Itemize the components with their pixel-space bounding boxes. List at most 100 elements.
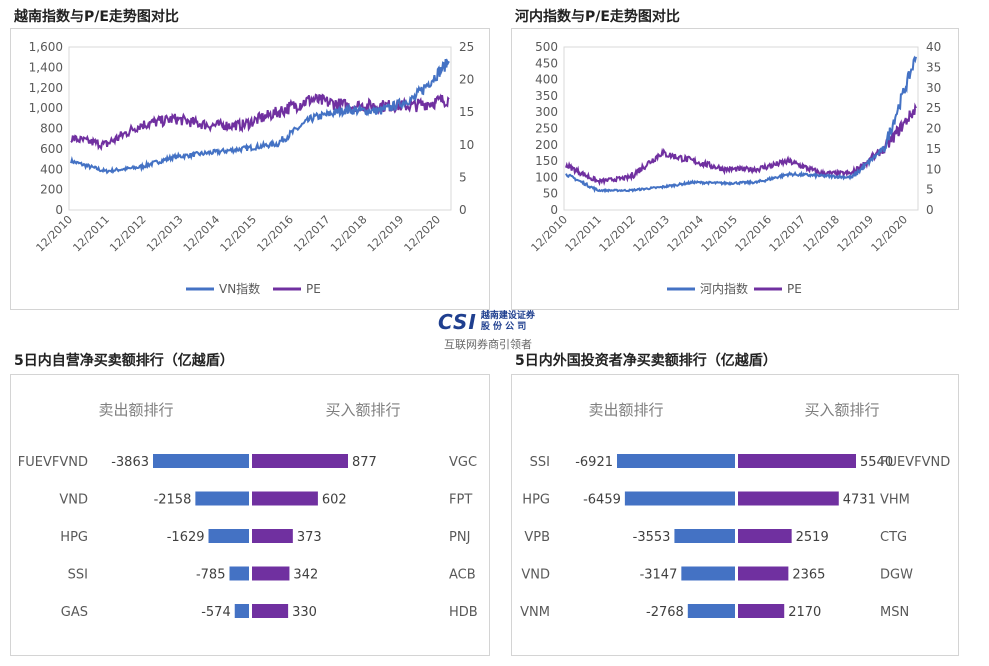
y-left-tick-label: 100 — [535, 170, 558, 184]
x-tick-label: 12/2011 — [563, 213, 605, 255]
y-right-tick-label: 35 — [926, 60, 941, 74]
sell-header: 卖出额排行 — [98, 401, 173, 419]
x-tick-label: 12/2012 — [597, 213, 639, 255]
sell-bar — [681, 566, 735, 581]
x-tick-label: 12/2014 — [181, 213, 223, 255]
x-tick-label: 12/2020 — [869, 213, 911, 255]
sell-value-label: -1629 — [167, 530, 205, 545]
sell-bar — [208, 529, 249, 543]
x-tick-label: 12/2020 — [402, 213, 444, 255]
y-right-tick-label: 0 — [926, 203, 934, 217]
y-right-tick-label: 0 — [459, 203, 467, 217]
buy-bar — [252, 529, 293, 543]
x-tick-label: 12/2016 — [733, 213, 775, 255]
buy-header: 买入额排行 — [804, 401, 879, 419]
sell-ticker-label: HPG — [60, 530, 88, 545]
buy-bar — [738, 491, 839, 506]
sell-value-label: -3863 — [111, 455, 149, 470]
sell-ticker-label: FUEVFVND — [18, 455, 88, 470]
x-tick-label: 12/2012 — [107, 213, 149, 255]
sell-bar — [234, 604, 249, 618]
buy-ticker-label: FPT — [449, 493, 472, 508]
y-left-tick-label: 1,200 — [29, 81, 63, 95]
x-tick-label: 12/2018 — [328, 213, 370, 255]
vn-index-pe-chart: 1,600 1,400 1,200 1,000 800 600 400 200 0 25 20 15 1… — [29, 40, 475, 296]
x-tick-label: 12/2018 — [801, 213, 843, 255]
plot-area — [563, 46, 919, 211]
buy-bar — [252, 454, 348, 468]
buy-value-label: 2170 — [788, 605, 821, 620]
x-tick-label: 12/2017 — [291, 213, 333, 255]
prop-trade-title: 5日内自营净买卖额排行（亿越盾） — [14, 353, 234, 369]
x-tick-label: 12/2010 — [529, 213, 571, 255]
y-left-tick-label: 400 — [40, 162, 63, 176]
sell-bar — [617, 454, 735, 468]
buy-value-label: 602 — [322, 493, 347, 508]
vn-chart-panel: 1,600 1,400 1,200 1,000 800 600 400 200 0 25 20 15 1… — [10, 28, 490, 310]
y-left-tick-label: 0 — [55, 203, 63, 217]
index-series-line — [565, 55, 917, 194]
x-tick-label: 12/2013 — [631, 213, 673, 255]
y-left-tick-label: 250 — [535, 122, 558, 136]
y-right-tick-label: 10 — [926, 162, 941, 176]
y-left-tick-label: 150 — [535, 154, 558, 168]
sell-value-label: -2158 — [154, 493, 192, 508]
sell-bar — [195, 491, 249, 506]
buy-value-label: 5540 — [860, 455, 893, 470]
y-left-tick-label: 200 — [40, 183, 63, 197]
sell-value-label: -3147 — [640, 568, 678, 583]
y-left-tick-label: 0 — [550, 203, 558, 217]
y-left-tick-label: 500 — [535, 40, 558, 54]
y-left-tick-label: 200 — [535, 138, 558, 152]
x-tick-label: 12/2016 — [254, 213, 296, 255]
sell-bar — [687, 604, 735, 618]
y-left-tick-label: 1,600 — [29, 40, 63, 54]
buy-ticker-label: FUEVFVND — [880, 455, 950, 470]
sell-value-label: -6921 — [575, 455, 613, 470]
y-right-tick-label: 30 — [926, 81, 941, 95]
y-right-tick-label: 20 — [926, 122, 941, 136]
y-right-tick-label: 40 — [926, 40, 941, 54]
buy-bar — [252, 604, 289, 618]
sell-value-label: -6459 — [583, 493, 621, 508]
hn-chart-panel: 500 450 400 350 300 250 200 150 100 50 0 40 35 30 25 20… — [511, 28, 959, 310]
sell-value-label: -2768 — [646, 605, 684, 620]
sell-ticker-label: SSI — [530, 455, 550, 470]
x-tick-label: 12/2015 — [699, 213, 741, 255]
sell-bar — [624, 491, 735, 506]
prop-trade-panel: 卖出额排行 买入额排行 -3863 877 FUEVFVND VGC -2158 602 VND… — [10, 374, 490, 656]
x-tick-label: 12/2013 — [144, 213, 186, 255]
buy-value-label: 4731 — [843, 493, 876, 508]
y-right-tick-label: 25 — [926, 101, 941, 115]
y-right-tick-label: 20 — [459, 73, 474, 87]
y-right-tick-label: 25 — [459, 40, 474, 54]
x-tick-label: 12/2014 — [665, 213, 707, 255]
x-tick-label: 12/2015 — [218, 213, 260, 255]
y-left-tick-label: 400 — [535, 73, 558, 87]
buy-bar — [738, 604, 785, 618]
x-tick-label: 12/2010 — [34, 213, 76, 255]
y-left-tick-label: 600 — [40, 142, 63, 156]
y-left-tick-label: 450 — [535, 56, 558, 70]
sell-ticker-label: GAS — [61, 605, 88, 620]
csi-logo: CSI 越南建设证券 股 份 公 司 互联网券商引领者 — [438, 310, 568, 355]
buy-ticker-label: VHM — [880, 493, 910, 508]
index-series-line — [70, 58, 450, 175]
sell-ticker-label: VND — [521, 568, 550, 583]
sell-value-label: -574 — [201, 605, 231, 620]
logo-mark: CSI — [438, 310, 477, 334]
buy-value-label: 2365 — [792, 568, 825, 583]
buy-ticker-label: PNJ — [449, 530, 470, 545]
sell-value-label: -785 — [196, 568, 226, 583]
legend-pe-label: PE — [306, 282, 321, 296]
sell-ticker-label: VPB — [524, 530, 550, 545]
pe-series-line — [70, 93, 450, 152]
foreign-trade-chart: 卖出额排行 买入额排行 -6921 5540 SSI FUEVFVND -6459 4731 H… — [520, 401, 950, 620]
logo-name-line2: 股 份 公 司 — [480, 322, 527, 332]
y-left-tick-label: 1,000 — [29, 101, 63, 115]
buy-ticker-label: MSN — [880, 605, 909, 620]
x-tick-label: 12/2019 — [835, 213, 877, 255]
y-right-tick-label: 5 — [926, 183, 934, 197]
legend-pe-label: PE — [787, 282, 802, 296]
buy-ticker-label: CTG — [880, 530, 907, 545]
